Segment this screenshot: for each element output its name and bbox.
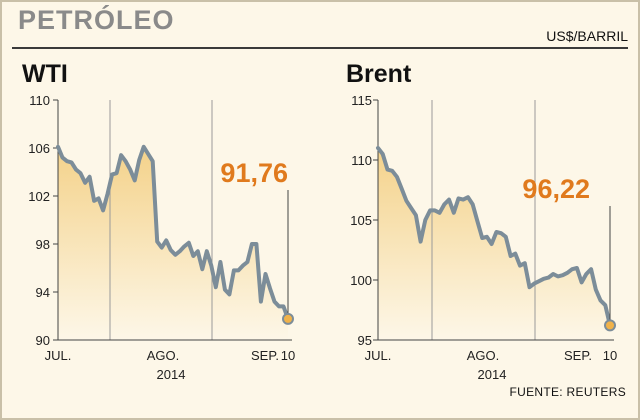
brent-y-tick-label: 110 (351, 153, 372, 168)
brent-year-label: 2014 (478, 367, 507, 382)
wti-y-tick-label: 90 (36, 333, 50, 348)
wti-year-label: 2014 (157, 367, 186, 382)
brent-series-line (376, 146, 612, 328)
brent-area-fill (378, 148, 610, 340)
brent-last-point (604, 319, 616, 332)
wti-x-label: SEP. (251, 348, 279, 363)
wti-y-tick-label: 98 (36, 237, 50, 252)
wti-y-tick-label: 94 (36, 285, 50, 300)
brent-chart-title: Brent (346, 60, 412, 88)
wti-x-label: AGO. (147, 348, 180, 363)
brent-x-label: SEP. (564, 348, 592, 363)
brent-x-label: AGO. (467, 348, 500, 363)
wti-y-tick-label: 102 (28, 189, 50, 204)
source-note: FUENTE: REUTERS (509, 385, 626, 399)
brent-y-tick-label: 105 (350, 213, 372, 228)
wti-chart-title: WTI (22, 60, 68, 88)
brent-y-tick-label: 115 (351, 93, 372, 108)
header-title: PETRÓLEO (18, 5, 175, 35)
wti-last-point (282, 312, 294, 325)
wti-last-value-label: 91,76 (220, 158, 288, 188)
wti-y-tick-label: 106 (28, 141, 50, 156)
brent-last-value-label: 96,22 (522, 174, 590, 204)
brent-x-label: 10 (603, 348, 617, 363)
unit-label: US$/BARRIL (546, 28, 628, 44)
brent-x-label: JUL. (365, 348, 392, 363)
wti-x-label: 10 (281, 348, 295, 363)
wti-series-line (56, 144, 290, 321)
brent-y-tick-label: 95 (358, 333, 372, 348)
wti-y-tick-label: 110 (29, 93, 50, 108)
brent-y-tick-label: 100 (350, 273, 372, 288)
wti-x-label: JUL. (45, 348, 72, 363)
header-divider (12, 47, 628, 49)
